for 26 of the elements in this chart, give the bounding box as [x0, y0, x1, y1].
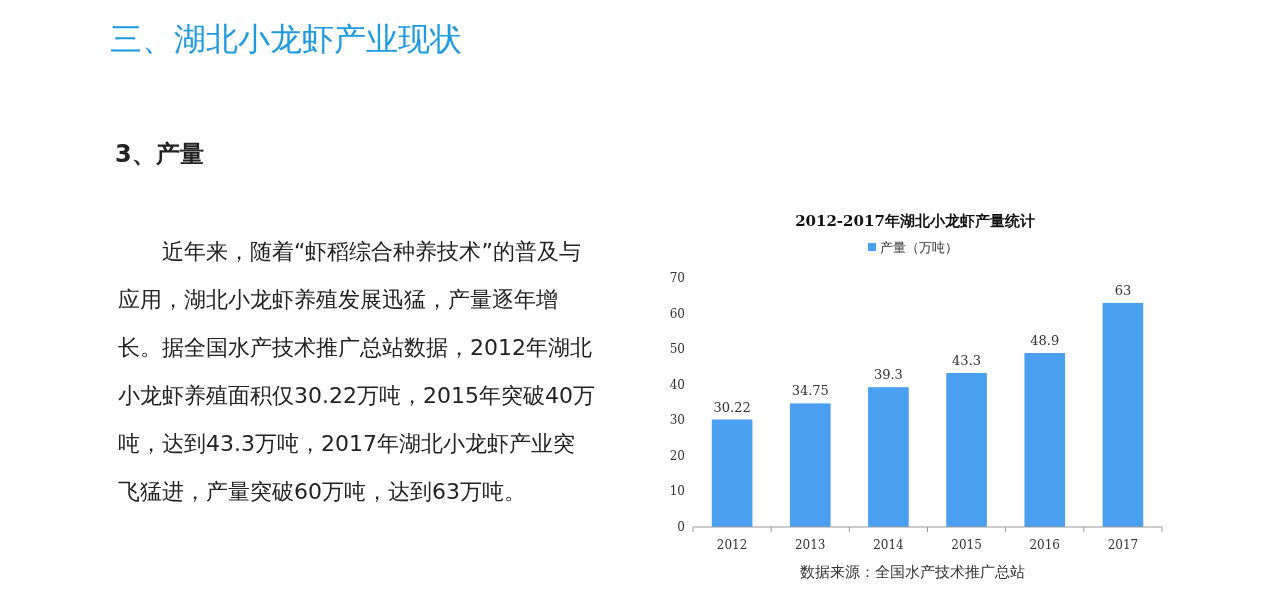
x-tick: 2013 [795, 538, 826, 552]
y-tick: 10 [669, 484, 685, 499]
y-tick: 20 [669, 448, 685, 463]
x-tick: 2015 [951, 538, 982, 552]
data-label: 48.9 [1030, 333, 1060, 349]
legend-label: 产量（万吨） [880, 240, 958, 255]
title: 2012-2017年湖北小龙虾产量统计 [795, 212, 1035, 230]
section-heading: 3、产量 [115, 139, 204, 170]
x-tick: 2017 [1107, 538, 1139, 552]
y-tick: 0 [677, 520, 685, 534]
x-tick: 2012 [716, 538, 748, 552]
data-label: 63 [1114, 282, 1132, 298]
y-tick: 40 [669, 377, 685, 392]
paragraph: 近年来，随着“虾稻综合种养技术”的普及与应用，湖北小龙虾养殖发展迅猛，产量逐年增长。据全国水产技术推广总站数据，2012年湖北小龙虾养殖面积仅30.22万吨，2015年突破40万吨，达到43.3万吨，2017年湖北小龙虾产业突飞猛进，产量突破60万吨，达到63万吨。 [118, 238, 596, 506]
y-tick: 30 [669, 413, 685, 428]
x-tick: 2014 [873, 538, 904, 552]
source: 数据来源：全国水产技术推广总站 [799, 563, 1025, 581]
y-tick: 70 [669, 271, 685, 285]
y-tick: 60 [669, 306, 685, 321]
data-label: 43.3 [952, 353, 982, 368]
page-heading: 三、湖北小龙虾产业现状 [110, 19, 462, 60]
y-tick: 50 [669, 342, 685, 357]
x-tick: 2016 [1029, 538, 1060, 552]
data-label: 34.75 [791, 383, 829, 399]
data-label: 39.3 [873, 367, 903, 383]
data-label: 30.22 [713, 399, 751, 415]
